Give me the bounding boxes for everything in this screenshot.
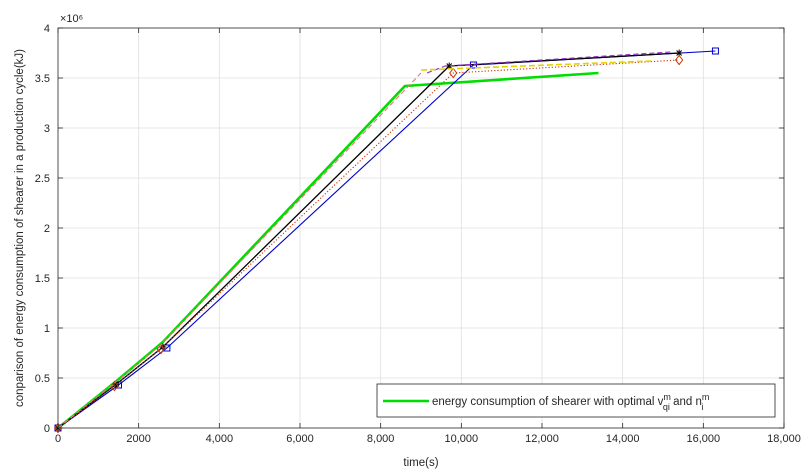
x-tick-label: 6,000 (286, 433, 314, 445)
series-line (420, 60, 651, 71)
y-tick-label: 1 (44, 323, 50, 335)
legend-v-sub: qi (663, 402, 670, 412)
y-tick-label: 3 (44, 123, 50, 135)
x-tick-label: 2000 (126, 433, 150, 445)
data-point-square (711, 47, 719, 55)
y-tick-label: 0.5 (35, 373, 50, 385)
x-tick-label: 12,000 (525, 433, 559, 445)
data-point-diamond (110, 380, 119, 392)
data-point-diamond (449, 67, 458, 79)
legend-v-sup: m (663, 392, 671, 402)
legend-n-sup: m (702, 392, 710, 402)
y-tick-label: 1.5 (35, 273, 50, 285)
series-line (426, 51, 672, 74)
legend-n-sub: i (701, 402, 703, 412)
legend-entry: energy consumption of shearer with optim… (432, 392, 709, 412)
y-tick-label: 4 (44, 23, 50, 35)
x-tick-label: 14,000 (606, 433, 640, 445)
x-tick-label: 16,000 (687, 433, 721, 445)
y-tick-label: 2.5 (35, 173, 50, 185)
x-tick-label: 10,000 (445, 433, 479, 445)
y-tick-label: 2 (44, 223, 50, 235)
grid (58, 28, 784, 428)
x-axis-label: time(s) (403, 457, 438, 469)
y-exponent-label: ×10⁶ (60, 13, 83, 25)
x-tick-label: 8,000 (367, 433, 395, 445)
data-point-diamond (674, 54, 684, 66)
y-tick-label: 3.5 (35, 73, 50, 85)
x-tick-label: 4,000 (206, 433, 234, 445)
data-point-star (675, 49, 683, 57)
series-layer (53, 47, 719, 434)
data-point-star (445, 62, 453, 70)
ticks: 0 2000 4,000 6,000 8,000 10,000 12,000 14,000 16… (35, 23, 801, 445)
legend: energy consumption of shearer with optim… (376, 383, 776, 418)
x-tick-label: 0 (55, 433, 61, 445)
legend-text-b: and n (670, 396, 702, 408)
legend-box (376, 383, 776, 418)
y-tick-label: 0 (44, 423, 50, 435)
series-line (57, 72, 422, 429)
x-tick-label: 18,000 (767, 433, 801, 445)
legend-text-a: energy consumption of shearer with optim… (432, 396, 664, 408)
y-axis-label: conparison of energy consumption of shea… (14, 49, 26, 407)
